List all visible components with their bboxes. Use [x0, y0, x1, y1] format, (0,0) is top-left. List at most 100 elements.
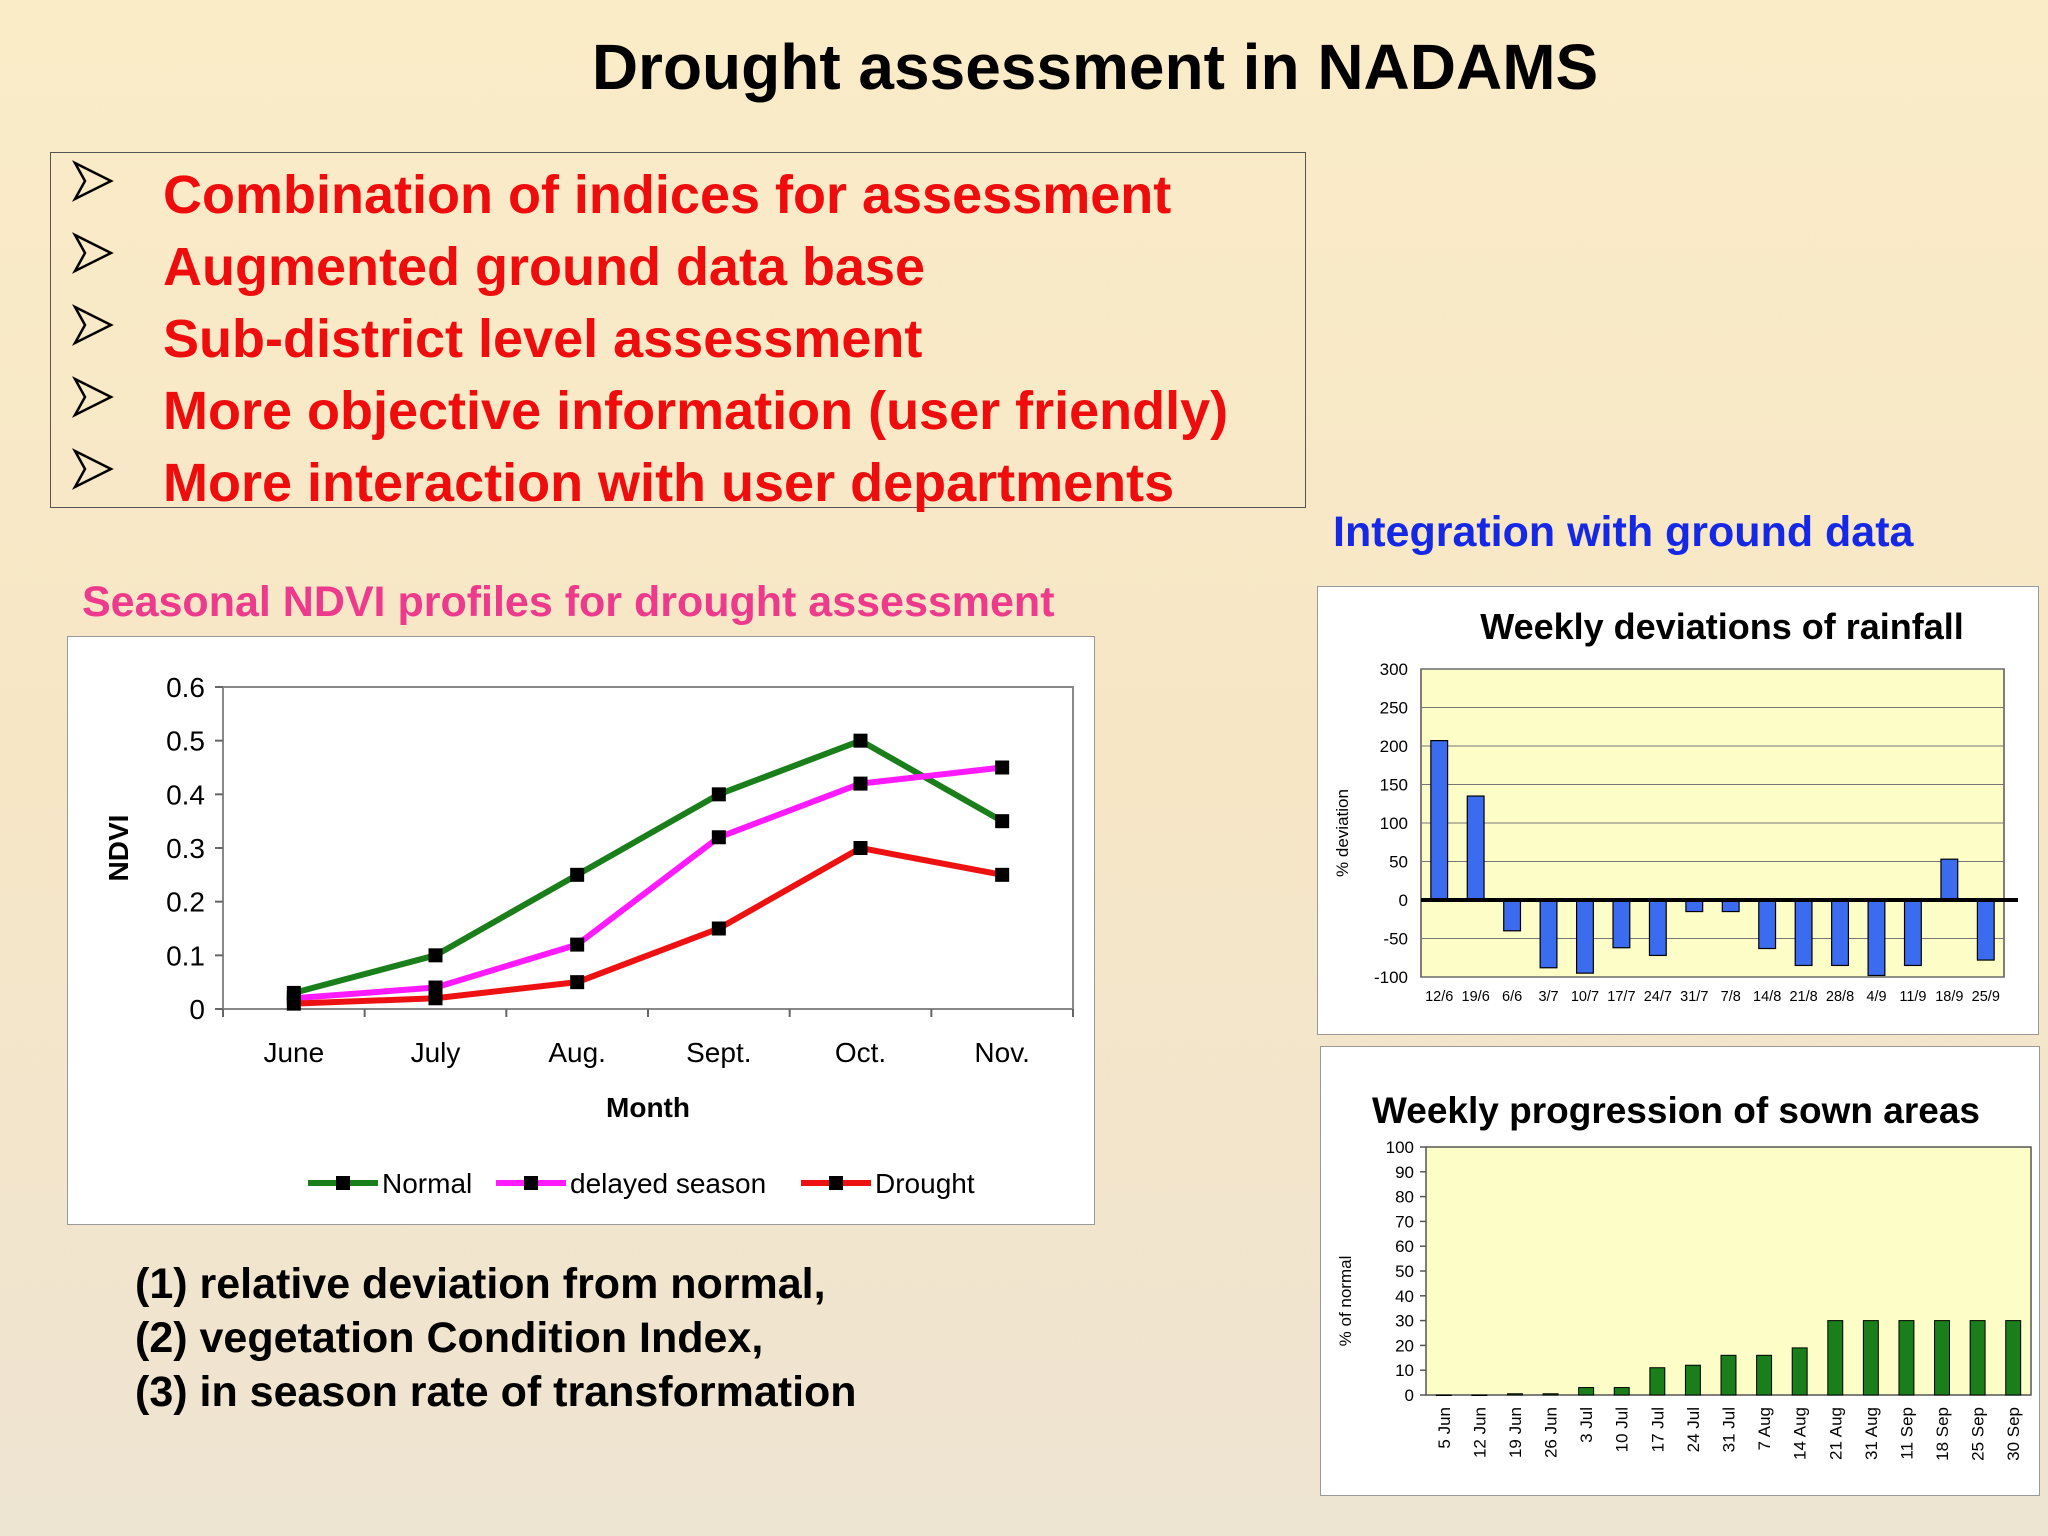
y-tick-label: 200 [1380, 737, 1408, 756]
ndvi-plot-area [222, 686, 1074, 1010]
y-tick-label: 150 [1380, 776, 1408, 795]
rainfall-chart-title: Weekly deviations of rainfall [1480, 606, 1964, 647]
series-line-normal [293, 737, 1004, 996]
rainfall-bar [1503, 899, 1522, 932]
rainfall-chart-panel: Weekly deviations of rainfall 300 250 200 15… [1317, 586, 2039, 1035]
sown-plot-area [1425, 1146, 2032, 1396]
sown-bar [1506, 1393, 1523, 1396]
sown-bar [1435, 1394, 1452, 1396]
y-tick-label: 20 [1395, 1336, 1414, 1355]
x-tick-label: Aug. [548, 1037, 606, 1068]
sown-bar [1649, 1367, 1666, 1396]
x-tick-label: 30 Sep [2004, 1407, 2023, 1461]
rainfall-chart: Weekly deviations of rainfall 300 250 200 15… [1333, 606, 2018, 1005]
data-point [995, 814, 1010, 829]
y-tick-label: 0.6 [166, 672, 205, 703]
y-tick-label: 50 [1389, 853, 1408, 872]
y-tick-label: 0 [1405, 1386, 1414, 1405]
x-tick-label: 21/8 [1789, 989, 1817, 1005]
arrow-bullet-icon [71, 160, 114, 202]
legend-marker [524, 1176, 538, 1190]
x-tick-label: July [411, 1037, 461, 1068]
rainfall-bar [1612, 899, 1631, 949]
x-tick-label: 26 Jun [1542, 1407, 1561, 1458]
rainfall-bar [1466, 795, 1485, 901]
x-tick-label: 10 Jul [1613, 1407, 1632, 1452]
arrow-bullet-icon [71, 304, 114, 346]
y-tick-label: 0.2 [166, 887, 205, 918]
sown-bar [1542, 1393, 1559, 1396]
x-tick-label: 19 Jun [1506, 1407, 1525, 1458]
sown-area-chart: Weekly progression of sown areas10090807… [1336, 1090, 2032, 1461]
data-point [428, 980, 443, 995]
sown-bar [1756, 1354, 1773, 1396]
x-tick-label: 17/7 [1607, 989, 1635, 1005]
x-tick-label: 18 Sep [1933, 1407, 1952, 1461]
rainfall-bar [1940, 858, 1959, 901]
x-tick-label: 17 Jul [1648, 1407, 1667, 1452]
bullet-text: More interaction with user departments [163, 453, 1175, 513]
ndvi-heading: Seasonal NDVI profiles for drought asses… [82, 578, 1055, 626]
x-tick-label: 7/8 [1721, 989, 1741, 1005]
rainfall-bar [1867, 899, 1886, 977]
legend-marker [336, 1176, 350, 1190]
y-tick-label: 0.5 [166, 726, 205, 757]
bullet-text: Sub-district level assessment [163, 309, 923, 369]
sown-bar [1613, 1387, 1630, 1396]
y-tick-label: 300 [1380, 660, 1408, 679]
y-tick-label: 100 [1380, 814, 1408, 833]
sown-bar [1934, 1320, 1951, 1396]
x-tick-label: 25 Sep [1969, 1407, 1988, 1461]
data-point [711, 787, 726, 802]
sown-bar [1684, 1364, 1701, 1396]
data-point [853, 733, 868, 748]
sown-bar [1578, 1387, 1595, 1396]
data-point [853, 841, 868, 855]
y-tick-label: 30 [1395, 1312, 1414, 1331]
note-2: (2) vegetation Condition Index, [135, 1314, 764, 1362]
y-tick-label: 0.4 [166, 779, 205, 810]
ground-data-heading: Integration with ground data [1333, 508, 1914, 556]
rainfall-bar [1794, 899, 1813, 967]
data-point [711, 830, 726, 845]
data-point [428, 948, 443, 963]
arrow-bullet-icon [71, 448, 114, 490]
sown-bar [1471, 1394, 1488, 1396]
y-tick-label: 10 [1395, 1361, 1414, 1380]
x-tick-label: June [263, 1037, 324, 1068]
y-tick-label: 60 [1395, 1237, 1414, 1256]
slide-title: Drought assessment in NADAMS [591, 31, 1599, 103]
note-3: (3) in season rate of transformation [135, 1368, 857, 1416]
ndvi-chart-panel: 0 0.1 0.2 0.3 0.4 0.5 0.6 June July Aug. Sept. Oct.… [67, 636, 1095, 1225]
y-tick-label: -100 [1374, 968, 1408, 987]
x-tick-label: 25/9 [1972, 989, 2000, 1005]
series-line-delayed-season [293, 764, 1003, 1002]
x-tick-label: 24/7 [1644, 989, 1672, 1005]
bullet-box: Combination of indices for assessment Aug… [50, 152, 1306, 513]
rainfall-bar [1430, 740, 1449, 901]
note-1: (1) relative deviation from normal, [135, 1260, 826, 1308]
legend-label: Normal [382, 1168, 472, 1199]
x-tick-label: 10/7 [1571, 989, 1599, 1005]
x-tick-label: 31/7 [1680, 989, 1708, 1005]
x-tick-label: 11 Sep [1897, 1407, 1916, 1460]
sown-bar [1791, 1347, 1808, 1396]
index-notes: (1) relative deviation from normal, (2) … [135, 1257, 857, 1419]
rainfall-bar [1903, 899, 1922, 967]
sown-bar [1862, 1320, 1879, 1396]
y-tick-label: 80 [1395, 1188, 1414, 1207]
rainfall-bar [1575, 899, 1594, 974]
sown-bar [1720, 1354, 1737, 1396]
sown-chart-panel: Weekly progression of sown areas 100 90 80 7… [1320, 1046, 2040, 1496]
rainfall-bar [1831, 899, 1850, 967]
x-tick-label: 28/8 [1826, 989, 1854, 1005]
x-tick-label: 3/7 [1538, 989, 1558, 1005]
series-line-drought [293, 845, 1003, 1007]
x-tick-label: 18/9 [1935, 989, 1963, 1005]
rainfall-bar [1648, 899, 1667, 957]
data-point [570, 975, 585, 990]
sown-bar [2005, 1320, 2022, 1396]
x-tick-label: Sept. [686, 1037, 751, 1068]
x-tick-label: 7 Aug [1755, 1407, 1774, 1451]
sown-bar [1898, 1320, 1915, 1396]
